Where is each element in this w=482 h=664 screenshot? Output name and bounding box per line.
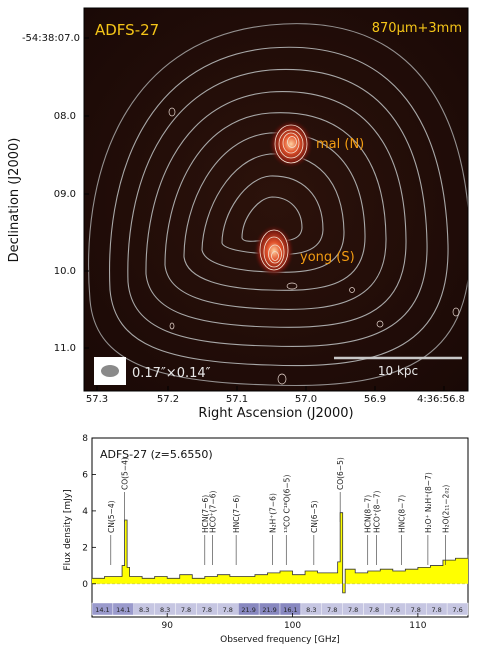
label-mal-north: mal (N): [316, 137, 364, 152]
spectrum-ticks: 0 2 4 6 8 90 100 110: [82, 434, 426, 631]
beam-label: 0.17″×0.14″: [132, 366, 211, 381]
band-value: 7.8: [411, 606, 421, 614]
x-tick-label: 57.1: [226, 394, 248, 405]
x-tick-label: 57.2: [157, 394, 179, 405]
x-tick-label: 56.9: [364, 394, 386, 405]
map-x-axis-label: Right Ascension (J2000): [198, 406, 353, 420]
y-tick-label: 09.0: [54, 189, 76, 200]
map-band-label: 870μm+3mm: [372, 21, 462, 36]
x-tick-label: 100: [284, 621, 301, 631]
y-tick-label: 10.0: [54, 266, 76, 277]
y-tick-label: 0: [82, 580, 88, 590]
x-tick-label: 57.0: [295, 394, 317, 405]
spectrum-line-markers: CN(5−4) CO(5−4) HCN(7−6)HCO⁺(7−6) HNC(7−6) N…: [107, 457, 450, 565]
y-tick-label: 2: [82, 543, 88, 553]
y-tick-label: 08.0: [54, 111, 76, 122]
band-value: 8.3: [306, 606, 316, 614]
spectrum-x-axis-label: Observed frequency [GHz]: [220, 635, 340, 645]
x-tick-label: 4:36:56.8: [417, 394, 465, 405]
band-value: 7.8: [369, 606, 379, 614]
continuum-map-figure: ADFS-27 870μm+3mm mal (N) yong (S) 10 kp…: [7, 7, 469, 420]
band-value: 7.8: [327, 606, 337, 614]
line-label: HCN(8−7): [364, 495, 373, 533]
scale-bar-label: 10 kpc: [378, 364, 418, 378]
band-value: 8.3: [160, 606, 170, 614]
spectrum-y-axis-label: Flux density [mJy]: [63, 489, 73, 570]
y-tick-label: 11.0: [54, 343, 76, 354]
line-label: HCO⁺(8−7): [373, 491, 382, 533]
spectrum-title: ADFS-27 (z=5.6550): [100, 448, 213, 461]
line-label: ¹³CO C¹⁸O(6−5): [282, 475, 291, 533]
line-label: CO(6−5): [336, 457, 345, 490]
line-label: N₂H⁺(7−6): [268, 493, 277, 533]
band-value: 7.6: [390, 606, 400, 614]
map-y-axis-label: Declination (J2000): [7, 138, 22, 263]
spectrum-trace: [92, 512, 469, 594]
band-value: 21.9: [241, 606, 255, 614]
map-x-ticks: 57.3 57.2 57.1 57.0 56.9 4:36:56.8: [86, 394, 465, 405]
spectrum-frame: [91, 437, 469, 618]
line-label: HNC(7−6): [232, 495, 241, 533]
spectrum-fill: [92, 512, 468, 593]
line-label: H₂O⁺ N₂H⁺(8−7): [424, 472, 433, 533]
line-label: CO(5−4): [121, 457, 130, 490]
line-label: H₂O(2₁₁−2₀₂): [441, 485, 450, 533]
band-value: 7.8: [348, 606, 358, 614]
line-label: HCO⁺(7−6): [208, 491, 217, 533]
band-value: 8.3: [139, 606, 149, 614]
band-cell: [446, 602, 469, 616]
band-value: 14.1: [95, 606, 109, 614]
noise-contours: [168, 107, 460, 385]
band-value: 7.8: [181, 606, 191, 614]
map-x-tick-marks: [96, 386, 445, 391]
map-title: ADFS-27: [95, 21, 159, 39]
band-value: 7.8: [431, 606, 441, 614]
band-value: 14.1: [116, 606, 130, 614]
band-value: 7.8: [202, 606, 212, 614]
y-tick-label: 6: [82, 470, 88, 480]
source-north-blob: [269, 120, 313, 168]
spectrum-figure: ADFS-27 (z=5.6550) CN(5−4) CO(5−4) HCN(7−6…: [63, 434, 469, 645]
line-label: CN(5−4): [107, 500, 116, 533]
label-yong-south: yong (S): [300, 250, 355, 265]
line-label: HCN(7−6): [201, 495, 210, 533]
spectrum-line: [92, 512, 469, 594]
band-value: 16.1: [283, 606, 297, 614]
line-label: HNC(8−7): [398, 495, 407, 533]
map-contours: [88, 23, 468, 387]
band-value: 7.6: [452, 606, 462, 614]
y-tick-label: 4: [82, 507, 88, 517]
x-tick-label: 90: [161, 621, 173, 631]
map-frame: [83, 7, 469, 392]
source-south-blob: [254, 225, 294, 277]
y-tick-label: 8: [82, 434, 88, 444]
x-tick-label: 110: [409, 621, 426, 631]
band-value: 7.8: [223, 606, 233, 614]
beam-ellipse: [101, 365, 119, 377]
line-label: CN(6−5): [310, 500, 319, 533]
band-value: 21.9: [262, 606, 276, 614]
y-tick-label: -54:38:07.0: [22, 33, 80, 44]
spectrum-band-strip: 14.1 14.1 8.3 8.3 7.8 7.8 7.8 21.9 21.9 16.1 8.3 7.…: [91, 602, 469, 616]
x-tick-label: 57.3: [86, 394, 108, 405]
map-y-tick-marks: [84, 37, 89, 349]
map-y-ticks: -54:38:07.0 08.0 09.0 10.0 11.0: [22, 33, 80, 354]
